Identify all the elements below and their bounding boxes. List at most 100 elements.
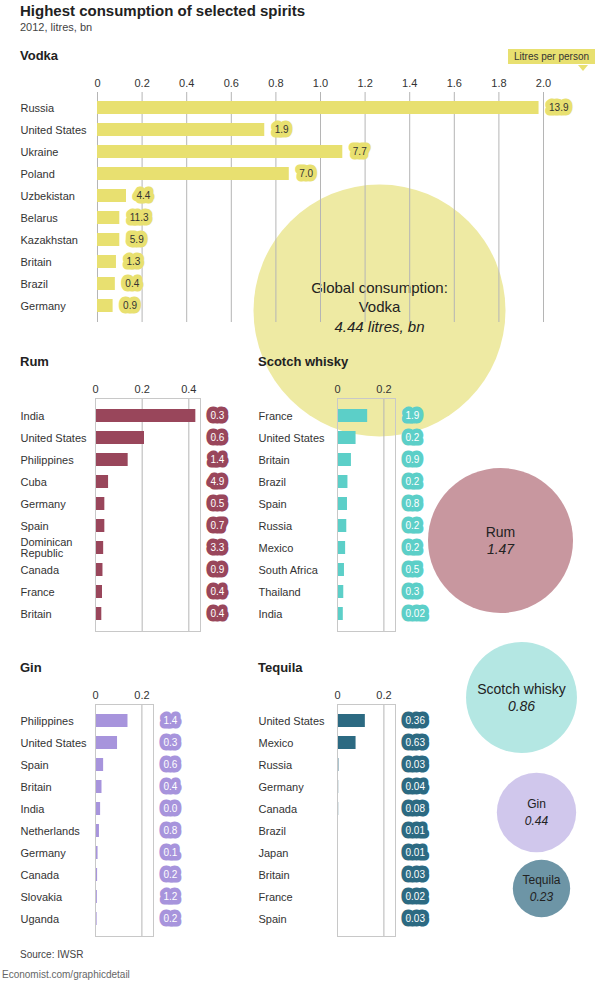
svg-text:Uganda: Uganda [21,913,60,925]
svg-text:0.2: 0.2 [376,383,391,395]
svg-text:1.47: 1.47 [487,541,515,557]
svg-text:Scotch whisky: Scotch whisky [477,681,566,697]
svg-text:Britain: Britain [259,869,290,881]
svg-text:Britain: Britain [21,781,52,793]
svg-text:DominicanRepublic: DominicanRepublic [21,536,73,559]
svg-text:1.3: 1.3 [126,256,140,267]
svg-text:1.8: 1.8 [491,77,506,89]
svg-text:Mexico: Mexico [259,737,294,749]
svg-text:South Africa: South Africa [259,564,319,576]
svg-text:United States: United States [21,432,88,444]
svg-text:13.9: 13.9 [549,102,569,113]
svg-text:0.3: 0.3 [211,410,225,421]
svg-text:0.4: 0.4 [211,608,225,619]
svg-text:0: 0 [94,77,100,89]
svg-text:Poland: Poland [21,168,55,180]
svg-text:0: 0 [334,689,340,701]
svg-text:0.23: 0.23 [530,890,554,904]
svg-text:0.2: 0.2 [406,542,420,553]
svg-text:0.8: 0.8 [406,498,420,509]
svg-text:Britain: Britain [259,454,290,466]
svg-text:0.04: 0.04 [406,781,426,792]
svg-text:Japan: Japan [259,847,289,859]
svg-text:United States: United States [21,737,88,749]
svg-text:7.0: 7.0 [299,168,313,179]
svg-text:0.1: 0.1 [164,847,178,858]
svg-text:Russia: Russia [21,102,56,114]
svg-text:0.6: 0.6 [224,77,239,89]
svg-text:Gin: Gin [527,797,546,811]
svg-text:0.2: 0.2 [164,913,178,924]
svg-text:Brazil: Brazil [21,278,49,290]
svg-text:0.63: 0.63 [406,737,426,748]
svg-text:11.3: 11.3 [130,212,149,223]
svg-text:0.2: 0.2 [135,383,150,395]
svg-text:Mexico: Mexico [259,542,294,554]
svg-text:Britain: Britain [21,608,52,620]
svg-text:Canada: Canada [259,803,298,815]
svg-text:0.4: 0.4 [181,383,196,395]
svg-text:Brazil: Brazil [259,825,287,837]
svg-text:Philippines: Philippines [21,715,75,727]
svg-text:0.4: 0.4 [164,781,178,792]
svg-text:0.2: 0.2 [406,520,420,531]
svg-text:1.4: 1.4 [402,77,417,89]
svg-text:Kazakhstan: Kazakhstan [21,234,78,246]
svg-text:United States: United States [259,432,326,444]
svg-text:Canada: Canada [21,564,60,576]
svg-text:Germany: Germany [259,781,305,793]
svg-text:0.03: 0.03 [406,759,426,770]
svg-text:0.03: 0.03 [406,869,426,880]
svg-text:Ukraine: Ukraine [21,146,59,158]
svg-text:0.8: 0.8 [164,825,178,836]
svg-text:0.9: 0.9 [406,454,420,465]
svg-text:4.9: 4.9 [211,476,225,487]
svg-text:Britain: Britain [21,256,52,268]
svg-text:0.0: 0.0 [164,803,178,814]
svg-text:0.6: 0.6 [211,432,225,443]
svg-text:0.5: 0.5 [211,498,225,509]
svg-text:7.7: 7.7 [353,146,367,157]
svg-text:Rum: Rum [486,524,516,540]
svg-text:0.6: 0.6 [164,759,178,770]
svg-text:0.86: 0.86 [508,698,535,714]
svg-text:0.9: 0.9 [123,300,137,311]
svg-text:0.4: 0.4 [125,278,139,289]
svg-text:India: India [21,410,46,422]
svg-text:0.2: 0.2 [164,869,178,880]
svg-text:0.2: 0.2 [134,77,149,89]
svg-text:Tequila: Tequila [522,873,560,887]
svg-text:0.36: 0.36 [406,715,426,726]
svg-text:Global consumption:: Global consumption: [311,279,448,296]
svg-text:0.3: 0.3 [406,586,420,597]
svg-text:India: India [21,803,46,815]
svg-text:4.44 litres, bn: 4.44 litres, bn [334,318,424,335]
svg-text:Russia: Russia [259,759,294,771]
svg-text:0: 0 [92,689,98,701]
svg-text:0: 0 [334,383,340,395]
svg-text:0.2: 0.2 [134,689,149,701]
svg-text:0.02: 0.02 [406,608,426,619]
svg-text:France: France [21,586,55,598]
svg-text:0.2: 0.2 [406,476,420,487]
svg-text:Germany: Germany [21,847,67,859]
svg-text:Spain: Spain [259,498,287,510]
svg-text:United States: United States [21,124,88,136]
svg-text:France: France [259,891,293,903]
svg-text:0.9: 0.9 [211,564,225,575]
svg-text:Canada: Canada [21,869,60,881]
svg-text:2.0: 2.0 [536,77,551,89]
svg-text:Netherlands: Netherlands [21,825,81,837]
svg-text:India: India [259,608,284,620]
svg-text:0.2: 0.2 [376,689,391,701]
svg-text:0.7: 0.7 [211,520,225,531]
svg-text:Spain: Spain [21,759,49,771]
svg-text:1.2: 1.2 [164,891,178,902]
svg-text:0.5: 0.5 [406,564,420,575]
svg-text:Cuba: Cuba [21,476,48,488]
svg-text:1.9: 1.9 [406,410,420,421]
svg-text:Germany: Germany [21,498,67,510]
svg-text:0.8: 0.8 [268,77,283,89]
svg-text:Philippines: Philippines [21,454,75,466]
svg-text:0.03: 0.03 [406,913,426,924]
